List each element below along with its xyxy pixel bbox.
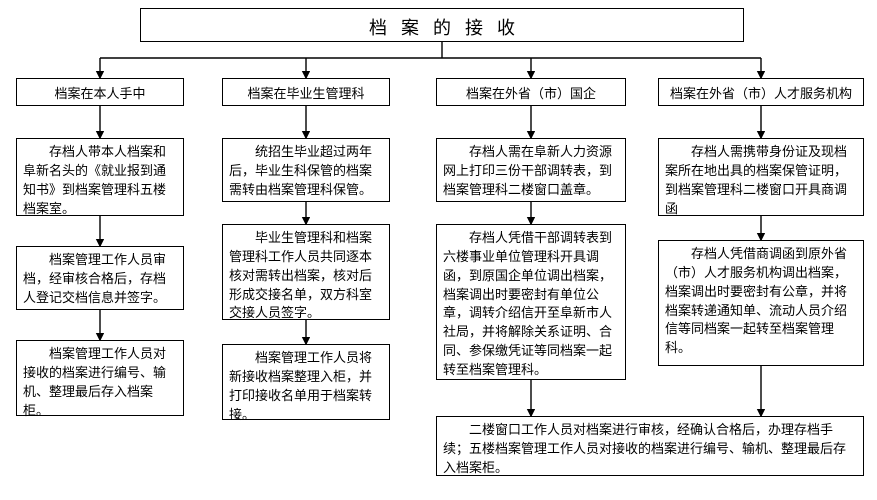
column-3-step-0: 存档人需携带身份证及现档案所在地出具的档案保管证明，到档案管理科二楼窗口开具商调…	[658, 138, 864, 216]
column-0-step-0: 存档人带本人档案和阜新名头的《就业报到通知书》到档案管理科五楼档案室。	[16, 138, 184, 216]
column-2-step-0: 存档人需在阜新人力资源网上打印三份干部调转表，到档案管理科二楼窗口盖章。	[436, 138, 626, 202]
column-1-step-0: 统招生毕业超过两年后，毕业生科保管的档案需转由档案管理科保管。	[222, 138, 390, 202]
column-1-header: 档案在毕业生管理科	[222, 78, 390, 106]
column-3-step-1: 存档人凭借商调函到原外省（市）人才服务机构调出档案，档案调出时要密封有公章，并将…	[658, 240, 864, 366]
merged-final-step: 二楼窗口工作人员对档案进行审核，经确认合格后，办理存档手续；五楼档案管理工作人员…	[436, 416, 864, 476]
column-1-step-1: 毕业生管理科和档案管理科工作人员共同逐本核对需转出档案，核对后形成交接名单，双方…	[222, 224, 390, 320]
column-0-step-2: 档案管理工作人员对接收的档案进行编号、输机、整理最后存入档案柜。	[16, 340, 184, 416]
column-2-step-1: 存档人凭借干部调转表到六楼事业单位管理科开具调函，到原国企单位调出档案，档案调出…	[436, 224, 626, 380]
column-0-step-1: 档案管理工作人员审档，经审核合格后，存档人登记交档信息并签字。	[16, 246, 184, 310]
diagram-title: 档案的接收	[140, 8, 744, 42]
column-3-header: 档案在外省（市）人才服务机构	[658, 78, 864, 106]
column-2-header: 档案在外省（市）国企	[436, 78, 626, 106]
column-1-step-2: 档案管理工作人员将新接收档案整理入柜，并打印接收名单用于档案转接。	[222, 344, 390, 420]
column-0-header: 档案在本人手中	[16, 78, 184, 106]
